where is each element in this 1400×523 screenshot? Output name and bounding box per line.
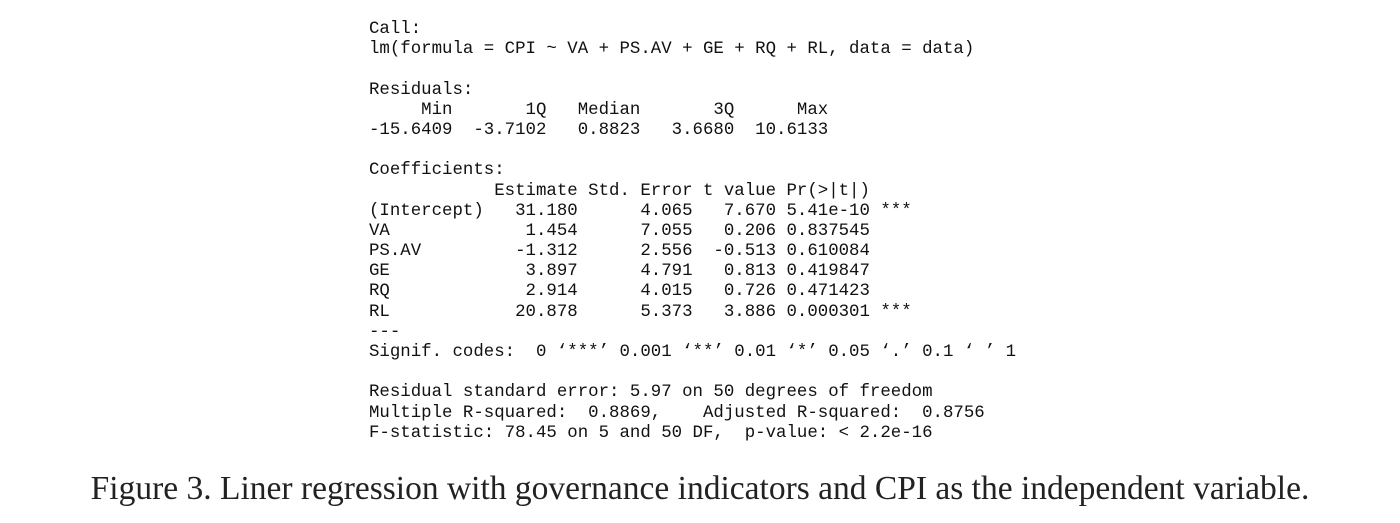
output-line: --- [369, 322, 401, 342]
output-section: Residuals: Min 1Q Median 3Q Max -15.6409 … [369, 81, 1016, 142]
output-line: Estimate Std. Error t value Pr(>|t|) [369, 181, 870, 201]
output-line: Multiple R-squared: 0.8869, Adjusted R-s… [369, 403, 985, 423]
output-line: F-statistic: 78.45 on 5 and 50 DF, p-val… [369, 423, 933, 443]
output-line: GE 3.897 4.791 0.813 0.419847 [369, 262, 870, 282]
output-line: VA 1.454 7.055 0.206 0.837545 [369, 221, 870, 241]
output-line: lm(formula = CPI ~ VA + PS.AV + GE + RQ … [369, 40, 975, 60]
output-line: Residual standard error: 5.97 on 50 degr… [369, 383, 933, 403]
r-output: Call: lm(formula = CPI ~ VA + PS.AV + GE … [369, 20, 1016, 464]
output-line: -15.6409 -3.7102 0.8823 3.6680 10.6133 [369, 120, 829, 140]
output-line: PS.AV -1.312 2.556 -0.513 0.610084 [369, 242, 870, 262]
output-line: Signif. codes: 0 ‘***’ 0.001 ‘**’ 0.01 ‘… [369, 343, 1017, 362]
output-section: Call: lm(formula = CPI ~ VA + PS.AV + GE … [369, 20, 1016, 60]
output-line: (Intercept) 31.180 4.065 7.670 5.41e-10 … [369, 201, 912, 221]
output-line: Min 1Q Median 3Q Max [369, 100, 829, 120]
output-section: Residual standard error: 5.97 on 50 degr… [369, 383, 1016, 444]
output-line: Residuals: [369, 80, 474, 100]
output-line: RL 20.878 5.373 3.886 0.000301 *** [369, 302, 912, 322]
output-section: Coefficients: Estimate Std. Error t valu… [369, 161, 1016, 363]
output-line: RQ 2.914 4.015 0.726 0.471423 [369, 282, 870, 302]
figure-caption: Figure 3. Liner regression with governan… [90, 470, 1310, 507]
output-line: Call: [369, 20, 422, 39]
output-line: Coefficients: [369, 161, 505, 181]
